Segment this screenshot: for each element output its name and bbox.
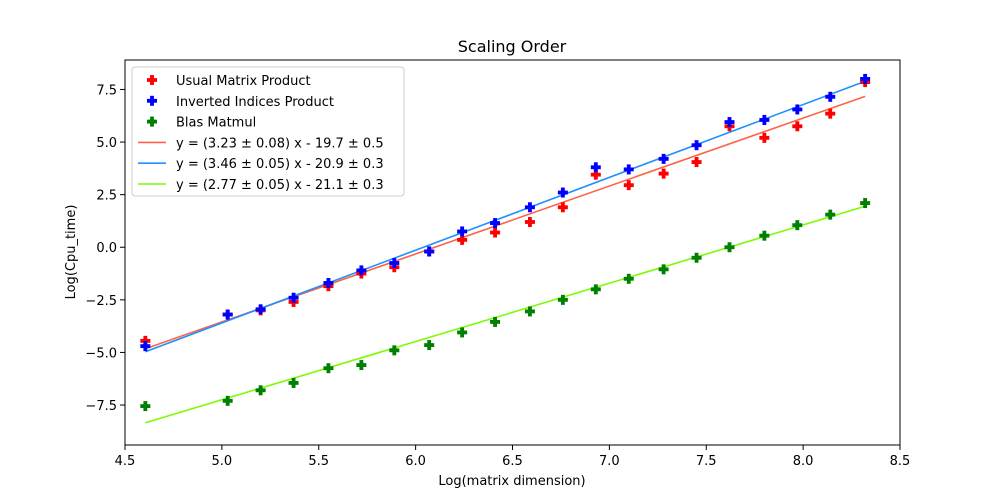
data-point [222, 309, 233, 320]
y-tick-label: 0.0 [96, 241, 117, 256]
data-point [759, 132, 770, 143]
data-point [557, 294, 568, 305]
data-point [557, 187, 568, 198]
data-point [691, 157, 702, 168]
data-point [457, 226, 468, 237]
data-point [557, 202, 568, 213]
data-point [457, 234, 468, 245]
y-tick-label: 2.5 [96, 189, 117, 204]
legend-label: Blas Matmul [176, 116, 256, 131]
y-tick-label: 5.0 [96, 136, 117, 151]
y-axis-label: Log(Cpu_time) [64, 205, 79, 300]
data-point [490, 316, 501, 327]
data-point [424, 246, 435, 257]
legend-marker [147, 116, 157, 127]
x-tick-label: 6.5 [502, 454, 523, 469]
data-point [140, 401, 151, 412]
data-point [255, 304, 266, 315]
data-point [623, 180, 634, 191]
x-tick-label: 5.5 [308, 454, 329, 469]
data-point [860, 73, 871, 84]
x-tick-label: 8.0 [793, 454, 814, 469]
legend-marker [147, 75, 157, 85]
data-point [825, 91, 836, 102]
data-point [590, 162, 601, 173]
data-point [288, 292, 299, 303]
data-point [323, 363, 334, 374]
data-point [356, 265, 367, 276]
data-point [623, 273, 634, 284]
series-2-points [140, 73, 871, 352]
data-point [389, 345, 400, 356]
data-point [222, 395, 233, 406]
fit-line-3 [145, 205, 866, 424]
legend: Usual Matrix Product Inverted Indices Pro… [131, 66, 405, 197]
x-tick-label: 6.0 [405, 454, 426, 469]
data-point [658, 153, 669, 164]
legend-label: Inverted Indices Product [176, 95, 334, 110]
x-axis-label: Log(matrix dimension) [438, 474, 585, 489]
data-point [792, 220, 803, 231]
legend-label: y = (3.46 ± 0.05) x - 20.9 ± 0.3 [176, 157, 384, 172]
data-point [524, 202, 535, 213]
data-point [389, 258, 400, 269]
y-tick-label: −7.5 [85, 399, 117, 414]
x-tick-label: 5.0 [212, 454, 233, 469]
legend-box [131, 66, 405, 197]
data-point [860, 198, 871, 209]
fit-line-2 [145, 80, 866, 353]
x-tick-label: 7.0 [599, 454, 620, 469]
data-point [255, 385, 266, 396]
data-point [590, 169, 601, 180]
data-point [792, 121, 803, 132]
legend-label: y = (3.23 ± 0.08) x - 19.7 ± 0.5 [176, 136, 384, 151]
plot-marks [140, 73, 871, 424]
x-tick-label: 4.5 [115, 454, 136, 469]
data-point [457, 327, 468, 338]
data-point [623, 164, 634, 175]
legend-label: Usual Matrix Product [176, 74, 311, 89]
data-point [691, 140, 702, 151]
data-point [288, 377, 299, 388]
data-point [825, 108, 836, 119]
data-point [490, 218, 501, 229]
chart-title: Scaling Order [458, 37, 567, 56]
data-point [792, 104, 803, 115]
x-tick-label: 8.5 [890, 454, 911, 469]
data-point [590, 284, 601, 295]
x-tick-label: 7.5 [696, 454, 717, 469]
data-point [323, 278, 334, 289]
legend-marker [147, 95, 157, 106]
data-point [691, 252, 702, 263]
data-point [490, 227, 501, 238]
series-3-points [140, 198, 871, 412]
legend-label: y = (2.77 ± 0.05) x - 21.1 ± 0.3 [176, 178, 384, 193]
data-point [424, 340, 435, 351]
data-point [658, 168, 669, 179]
data-point [356, 360, 367, 371]
data-point [524, 306, 535, 317]
data-point [524, 216, 535, 227]
x-axis: 4.5 5.0 5.5 6.0 6.5 7.0 7.5 8.0 8.5 [115, 445, 911, 469]
data-point [658, 264, 669, 275]
data-point [724, 117, 735, 128]
data-point [759, 114, 770, 125]
y-tick-label: −2.5 [85, 294, 117, 309]
data-point [759, 230, 770, 241]
data-point [825, 209, 836, 220]
y-tick-label: −5.0 [85, 346, 117, 361]
y-axis: −7.5 −5.0 −2.5 0.0 2.5 5.0 7.5 [85, 83, 125, 414]
data-point [140, 335, 151, 346]
y-tick-label: 7.5 [96, 83, 117, 98]
data-point [724, 242, 735, 253]
data-point [140, 341, 151, 352]
